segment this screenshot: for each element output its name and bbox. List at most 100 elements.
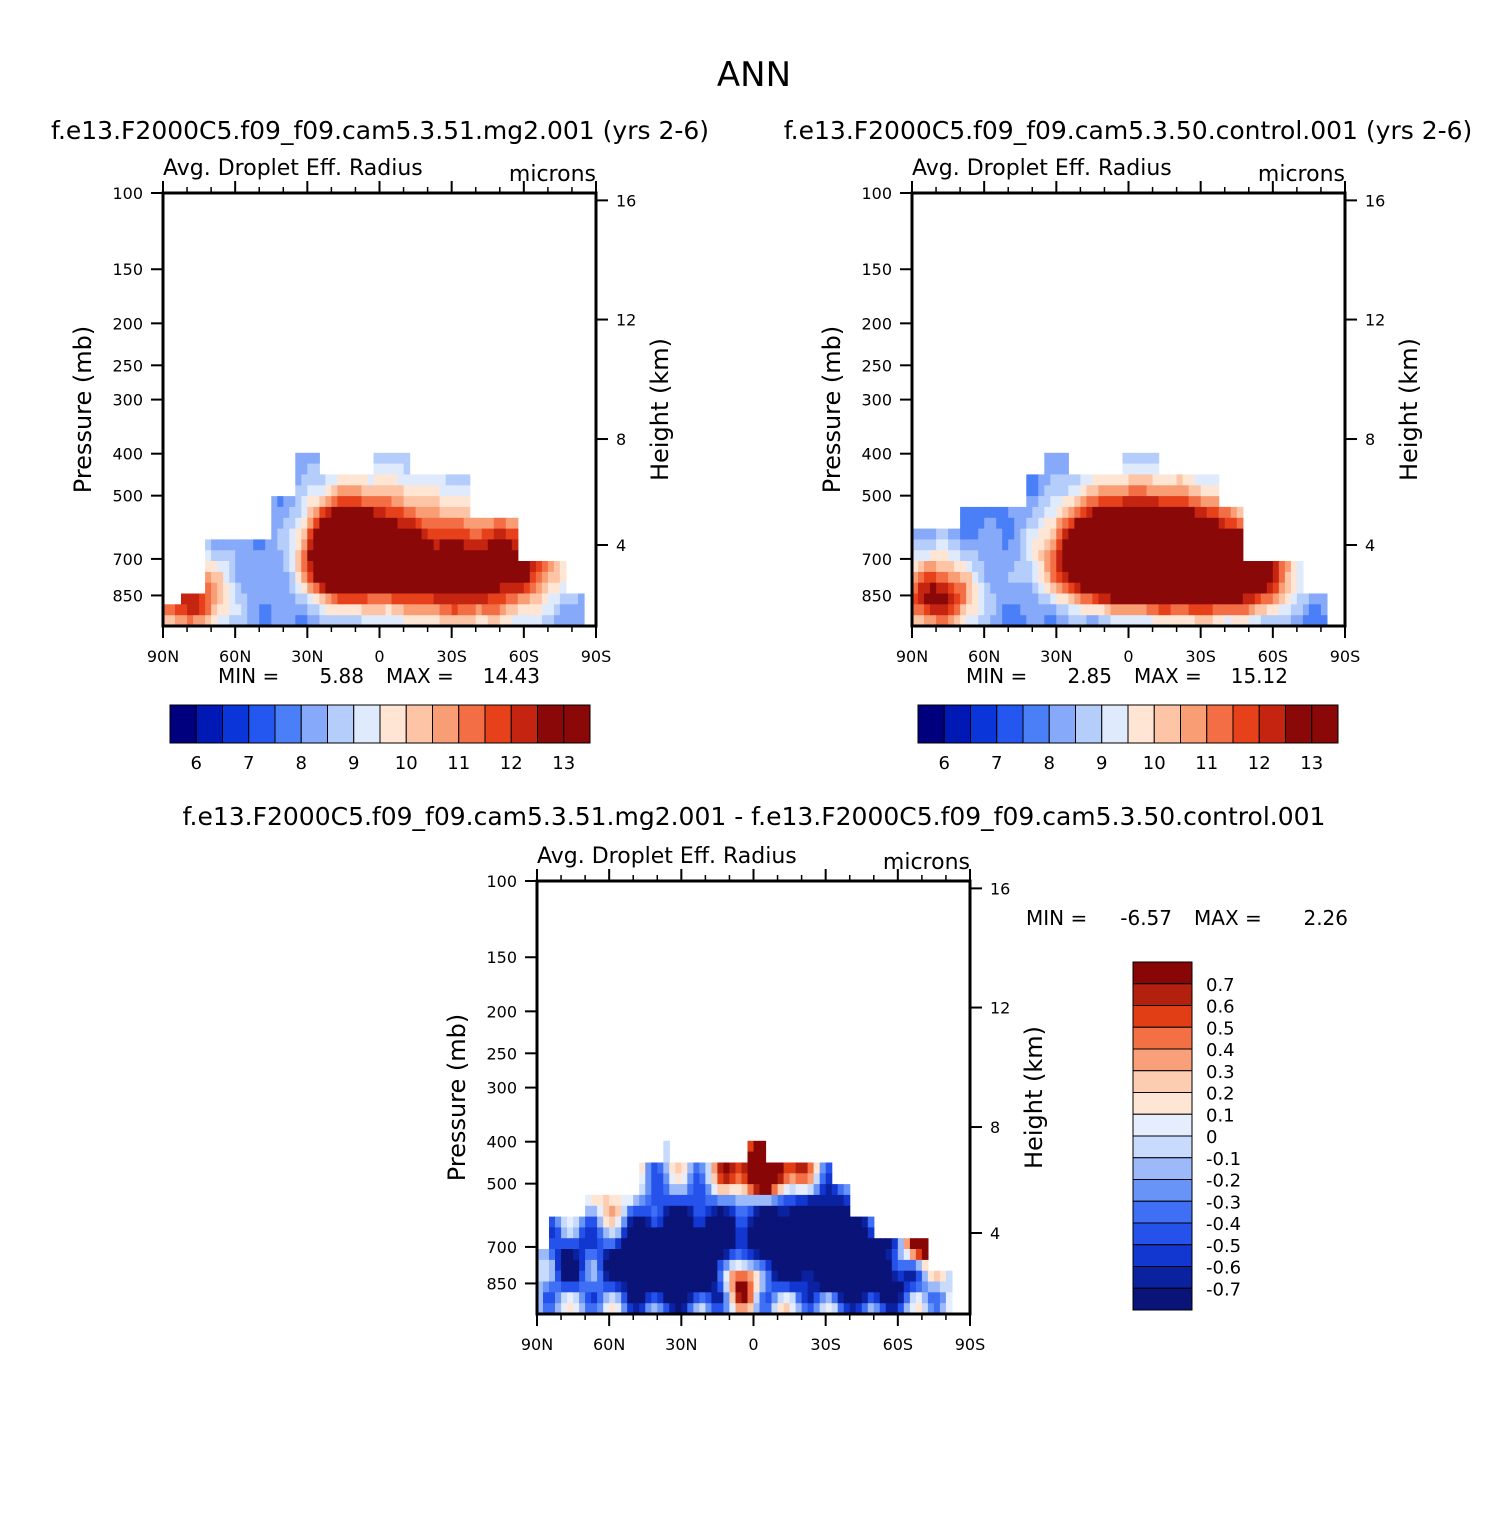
heatmap-cell	[1212, 517, 1220, 530]
variable-name: Avg. Droplet Eff. Radius	[537, 844, 797, 869]
heatmap-cell	[295, 528, 302, 540]
heatmap-cell	[855, 1238, 863, 1250]
heatmap-cell	[942, 539, 949, 551]
heatmap-cell	[499, 604, 507, 616]
heatmap-cell	[1122, 550, 1130, 562]
heatmap-cell	[627, 1270, 634, 1283]
heatmap-cell	[397, 496, 405, 508]
heatmap-cell	[523, 571, 531, 584]
heatmap-cell	[759, 1184, 767, 1196]
heatmap-cell	[259, 550, 266, 562]
heatmap-cell	[729, 1249, 736, 1261]
heatmap-field	[537, 1140, 953, 1315]
heatmap-cell	[1002, 550, 1009, 562]
heatmap-cell	[1140, 604, 1148, 616]
heatmap-cell	[451, 571, 459, 584]
heatmap-cell	[984, 582, 991, 595]
heatmap-cell	[891, 1303, 899, 1315]
heatmap-cell	[403, 582, 411, 595]
heatmap-cell	[1038, 517, 1045, 530]
heatmap-cell	[555, 1281, 562, 1293]
heatmap-cell	[972, 506, 979, 519]
heatmap-cell	[493, 539, 501, 551]
heatmap-cell	[705, 1205, 712, 1218]
colorbar: 6 7 8 9 10 11 12 13	[169, 704, 591, 774]
heatmap-cell	[319, 496, 326, 508]
heatmap-cell	[421, 496, 429, 508]
heatmap-cell	[921, 1303, 929, 1315]
heatmap-cell	[759, 1140, 767, 1153]
heatmap-cell	[813, 1281, 821, 1293]
heatmap-cell	[1182, 485, 1190, 497]
colorbar-tick-label: 12	[500, 753, 523, 774]
heatmap-cell	[397, 485, 405, 497]
heatmap-cell	[960, 539, 967, 551]
heatmap-cell	[807, 1194, 815, 1207]
heatmap-cell	[669, 1249, 676, 1261]
heatmap-cell	[741, 1292, 749, 1304]
heatmap-cell	[1152, 571, 1160, 584]
heatmap-cell	[415, 485, 423, 497]
colorbar-tick-label: 0.6	[1206, 997, 1235, 1018]
heatmap-cell	[699, 1303, 706, 1315]
heatmap-cell	[409, 604, 417, 616]
heatmap-cell	[1182, 539, 1190, 551]
heatmap-cell	[1188, 474, 1196, 486]
heatmap-cell	[819, 1194, 827, 1207]
heatmap-cell	[543, 1303, 550, 1315]
heatmap-cell	[849, 1292, 857, 1304]
heatmap-cell	[693, 1162, 700, 1174]
heatmap-cell	[205, 571, 212, 584]
heatmap-cell	[517, 604, 525, 616]
heatmap-cell	[319, 474, 326, 486]
heatmap-cell	[819, 1281, 827, 1293]
heatmap-cell	[996, 593, 1003, 605]
heatmap-cell	[1224, 550, 1232, 562]
heatmap-cell	[735, 1205, 743, 1218]
heatmap-cell	[511, 528, 519, 540]
heatmap-cell	[1092, 528, 1099, 540]
heatmap-cell	[553, 615, 561, 627]
colorbar-tick-label: 0.5	[1206, 1018, 1235, 1039]
heatmap-cell	[645, 1162, 652, 1174]
heatmap-cell	[1242, 561, 1250, 573]
heatmap-cell	[1146, 615, 1154, 627]
heatmap-cell	[1266, 582, 1274, 595]
heatmap-cell	[966, 615, 973, 627]
heatmap-cell	[819, 1238, 827, 1250]
heatmap-cell	[373, 582, 381, 595]
heatmap-cell	[741, 1216, 749, 1228]
heatmap-cell	[543, 1249, 550, 1261]
heatmap-cell	[1146, 604, 1154, 616]
heatmap-cell	[609, 1281, 616, 1293]
heatmap-cell	[1134, 593, 1142, 605]
heatmap-cell	[549, 1303, 556, 1315]
heatmap-cell	[1212, 474, 1220, 486]
heatmap-cell	[529, 604, 537, 616]
heatmap-cell	[367, 561, 375, 573]
heatmap-cell	[699, 1173, 706, 1185]
heatmap-cell	[403, 452, 411, 465]
heatmap-cell	[777, 1227, 785, 1239]
heatmap-cell	[549, 1216, 556, 1228]
heatmap-cell	[1308, 615, 1316, 627]
colorbar-swatch	[1132, 1244, 1193, 1267]
heatmap-cell	[657, 1249, 664, 1261]
heatmap-cell	[597, 1238, 604, 1250]
heatmap-cell	[579, 1227, 586, 1239]
heatmap-cell	[1290, 593, 1298, 605]
heatmap-cell	[573, 1238, 580, 1250]
heatmap-cell	[1092, 496, 1099, 508]
heatmap-cell	[1014, 550, 1021, 562]
heatmap-cell	[984, 528, 991, 540]
heatmap-cell	[825, 1216, 833, 1228]
heatmap-cell	[1176, 506, 1184, 519]
heatmap-cell	[639, 1281, 646, 1293]
heatmap-cell	[1104, 593, 1111, 605]
heatmap-cell	[1158, 485, 1166, 497]
colorbar-tick-label: -0.5	[1206, 1236, 1241, 1257]
heatmap-cell	[1314, 615, 1322, 627]
x-tick-label: 90N	[521, 1335, 553, 1354]
heatmap-cell	[349, 485, 356, 497]
heatmap-cell	[259, 561, 266, 573]
